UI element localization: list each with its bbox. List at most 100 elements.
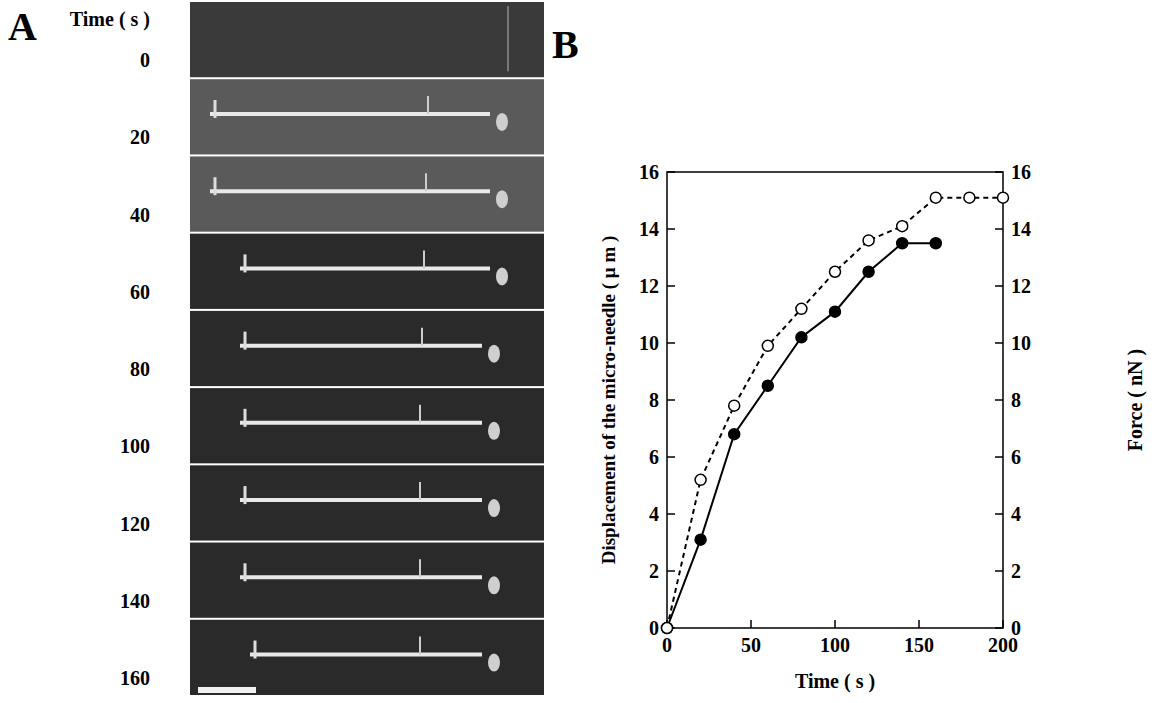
series-line — [667, 198, 1003, 628]
y-tick-label: 6 — [649, 446, 659, 468]
needle-tip — [254, 641, 257, 659]
y-tick-label: 16 — [639, 161, 659, 183]
y2-tick-label: 4 — [1011, 503, 1021, 525]
micrograph-strip — [190, 2, 544, 77]
micrograph-strip — [190, 388, 544, 463]
filament — [421, 328, 423, 346]
y2-tick — [995, 228, 1003, 230]
data-point — [930, 192, 941, 203]
bead-image — [496, 113, 508, 131]
y-tick — [667, 399, 675, 401]
data-point — [796, 303, 807, 314]
data-point — [729, 429, 740, 440]
panel-label: B — [552, 22, 579, 67]
data-point — [863, 235, 874, 246]
y-tick-label: 12 — [639, 275, 659, 297]
needle-tip — [244, 254, 247, 272]
needle-image — [210, 112, 490, 116]
x-tick-label: 100 — [820, 634, 850, 656]
y2-axis-title: Force ( nN ) — [1124, 349, 1147, 451]
micrograph-strip — [190, 156, 544, 231]
y2-tick-label: 14 — [1011, 218, 1031, 240]
micrograph-strip — [190, 234, 544, 309]
time-label: 160 — [120, 667, 150, 689]
micrograph-strip — [190, 543, 544, 618]
x-tick-label: 0 — [662, 634, 672, 656]
bead-image — [488, 654, 500, 672]
bead-image — [496, 267, 508, 285]
y-tick-label: 4 — [649, 503, 659, 525]
x-tick — [1002, 620, 1004, 628]
y2-tick-label: 6 — [1011, 446, 1021, 468]
y-tick-label: 10 — [639, 332, 659, 354]
y2-tick-label: 10 — [1011, 332, 1031, 354]
y2-tick — [995, 627, 1003, 629]
data-point — [830, 306, 841, 317]
figure: ATime ( s )020406080100120140160B0501001… — [0, 0, 1160, 703]
data-point — [998, 192, 1009, 203]
filament — [427, 96, 429, 114]
needle-image — [210, 189, 490, 193]
data-point — [796, 332, 807, 343]
needle-image — [240, 421, 482, 425]
needle-image — [240, 575, 482, 579]
series-line — [667, 243, 936, 628]
time-label: 140 — [120, 590, 150, 612]
needle-image — [240, 498, 482, 502]
needle-tip — [244, 409, 247, 427]
x-tick-label: 50 — [741, 634, 761, 656]
y-tick — [667, 228, 675, 230]
time-label: 20 — [130, 126, 150, 148]
needle-tip — [244, 486, 247, 504]
filament — [419, 637, 421, 655]
data-point — [863, 266, 874, 277]
image-header: Time ( s ) — [70, 8, 150, 31]
bead-image — [488, 576, 500, 594]
needle-image — [250, 653, 482, 657]
data-point — [897, 238, 908, 249]
micrograph-strip — [190, 79, 544, 154]
time-label: 40 — [130, 204, 150, 226]
data-point — [729, 400, 740, 411]
x-axis-title: Time ( s ) — [795, 670, 875, 693]
plot-area — [662, 192, 1009, 633]
y-tick-label: 8 — [649, 389, 659, 411]
data-point — [930, 238, 941, 249]
y-axis-title: Displacement of the micro-needle ( μ m ) — [598, 236, 620, 565]
needle-image — [240, 266, 490, 270]
bead-image — [496, 190, 508, 208]
time-label: 60 — [130, 281, 150, 303]
micrograph-strip — [190, 311, 544, 386]
time-label: 0 — [140, 49, 150, 71]
x-tick — [750, 620, 752, 628]
data-point — [662, 623, 673, 634]
filament — [425, 173, 427, 191]
bead-image — [488, 345, 500, 363]
y-tick — [667, 570, 675, 572]
y2-tick — [995, 456, 1003, 458]
bead-image — [488, 422, 500, 440]
x-tick — [834, 620, 836, 628]
time-label: 120 — [120, 513, 150, 535]
y-tick — [667, 513, 675, 515]
y2-tick-label: 2 — [1011, 560, 1021, 582]
data-point — [762, 340, 773, 351]
y2-tick-label: 12 — [1011, 275, 1031, 297]
needle-tip — [244, 332, 247, 350]
needle-tip — [214, 100, 217, 118]
y-tick — [667, 171, 675, 173]
time-label: 80 — [130, 358, 150, 380]
y2-tick-label: 16 — [1011, 161, 1031, 183]
data-point — [830, 266, 841, 277]
y-tick-label: 2 — [649, 560, 659, 582]
panel-label: A — [8, 4, 37, 49]
y-tick — [667, 456, 675, 458]
plot-frame — [667, 172, 1003, 628]
filament — [423, 250, 425, 268]
y2-tick — [995, 342, 1003, 344]
filament — [419, 482, 421, 500]
micrograph-strip — [190, 465, 544, 540]
bead-image — [488, 499, 500, 517]
y2-tick — [995, 285, 1003, 287]
y2-tick-label: 0 — [1011, 617, 1021, 639]
